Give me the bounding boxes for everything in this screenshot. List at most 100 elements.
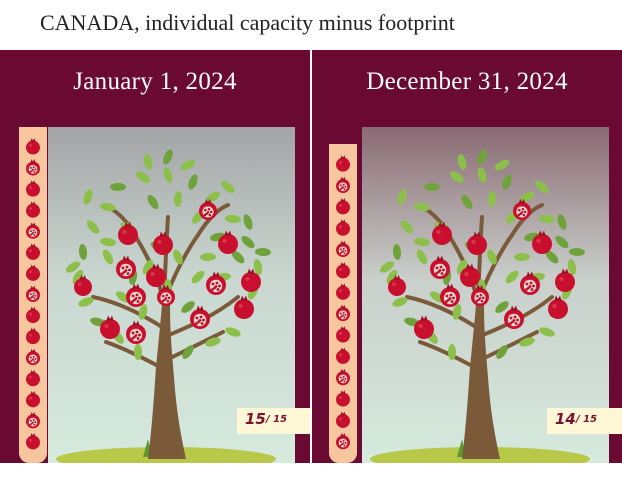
pomegranate-icon (26, 180, 40, 197)
tree-scene (48, 127, 295, 463)
leaf (477, 167, 487, 183)
pomegranate-icon (26, 159, 40, 176)
pomegranate-icon (126, 320, 146, 344)
pomegranate-icon (336, 219, 350, 236)
page-title: CANADA, individual capacity minus footpr… (40, 10, 455, 35)
leaf (173, 249, 183, 265)
pomegranate-icon (336, 326, 350, 343)
leaf (386, 269, 398, 285)
leaf (253, 259, 263, 275)
pomegranate-icon (336, 368, 350, 386)
leaf (392, 244, 402, 260)
leaf (400, 220, 414, 234)
leaf (539, 327, 555, 337)
leaf (397, 189, 407, 205)
leaf (182, 345, 194, 359)
leaf (136, 171, 150, 183)
leaf (567, 259, 577, 275)
pomegranate-icon (26, 243, 40, 260)
leaf (496, 345, 508, 359)
pomegranate-icon (336, 262, 350, 279)
pomegranate-icon (26, 327, 40, 345)
pomegranate-icon (520, 271, 540, 295)
leaf (138, 304, 148, 320)
leaf (133, 344, 143, 360)
leaf (86, 220, 100, 234)
pomegranate-icon (241, 268, 261, 292)
pomegranate-icon (26, 201, 40, 218)
leaf (494, 159, 510, 171)
leaf (447, 344, 457, 360)
leaf (180, 159, 196, 171)
leaf (241, 235, 255, 249)
pomegranate-icon (26, 390, 40, 408)
panel-end: December 31, 2024 14 / 15 (312, 50, 622, 463)
leaf (502, 174, 512, 190)
pomegranate-tree (380, 149, 585, 459)
pomegranate-icon (432, 221, 452, 245)
pomegranate-icon (26, 411, 40, 429)
leaf (78, 297, 94, 307)
pomegranate-icon (336, 432, 350, 450)
pomegranate-icon (26, 222, 40, 239)
panel-date: December 31, 2024 (366, 68, 568, 95)
pomegranate-icon (26, 348, 40, 366)
leaf (100, 202, 116, 212)
leaf (83, 189, 93, 205)
leaf (78, 244, 88, 260)
counter-total: / 15 (576, 414, 598, 425)
leaf (100, 237, 116, 247)
tree-scene (362, 127, 609, 463)
pomegranate-icon (116, 255, 136, 279)
pomegranate-icon (74, 274, 92, 296)
leaf (163, 149, 173, 165)
leaf (414, 237, 430, 247)
leaf (110, 183, 126, 191)
leaf (452, 304, 462, 320)
pomegranate-icon (336, 304, 350, 322)
leaf (450, 171, 464, 183)
pomegranate-icon (555, 268, 575, 292)
leaf (487, 191, 497, 207)
pomegranate-icon (513, 198, 531, 220)
pomegranate-icon (414, 315, 434, 339)
pomegranate-column (336, 155, 350, 450)
pomegranate-icon (199, 198, 217, 220)
tree-branch (405, 295, 478, 329)
pomegranate-tree (66, 149, 271, 459)
leaf (380, 261, 394, 273)
pomegranate-icon (157, 284, 175, 306)
pomegranate-icon (336, 283, 350, 300)
pomegranate-icon (206, 271, 226, 295)
leaf (142, 259, 154, 275)
pomegranate-icon (471, 284, 489, 306)
pomegranate-icon (26, 369, 40, 387)
leaf (539, 214, 555, 224)
leaf (243, 214, 253, 230)
pomegranate-icon (26, 264, 40, 281)
counter-current: 14 (555, 410, 576, 428)
pomegranate-icon (460, 263, 480, 287)
leaf (557, 214, 567, 230)
counter-current: 15 (245, 410, 266, 428)
leaf (569, 247, 585, 257)
leaf (414, 202, 430, 212)
leaf (173, 191, 183, 207)
leaf (255, 247, 271, 257)
pomegranate-icon (548, 295, 568, 319)
leaf (200, 252, 216, 262)
leaf (456, 259, 468, 275)
pomegranate-icon (118, 221, 138, 245)
leaf (519, 337, 535, 347)
pomegranate-icon (146, 263, 166, 287)
pomegranate-icon (336, 347, 350, 364)
pomegranate-icon (440, 283, 460, 307)
capacity-bar (329, 144, 357, 463)
pomegranate-icon (336, 197, 350, 215)
counter-total: / 15 (266, 414, 288, 425)
pomegranate-icon (388, 274, 406, 296)
pomegranate-icon (26, 285, 40, 302)
pomegranate-icon (126, 283, 146, 307)
panel-start: January 1, 2024 15 / 15 (0, 50, 310, 463)
pomegranate-icon (100, 315, 120, 339)
